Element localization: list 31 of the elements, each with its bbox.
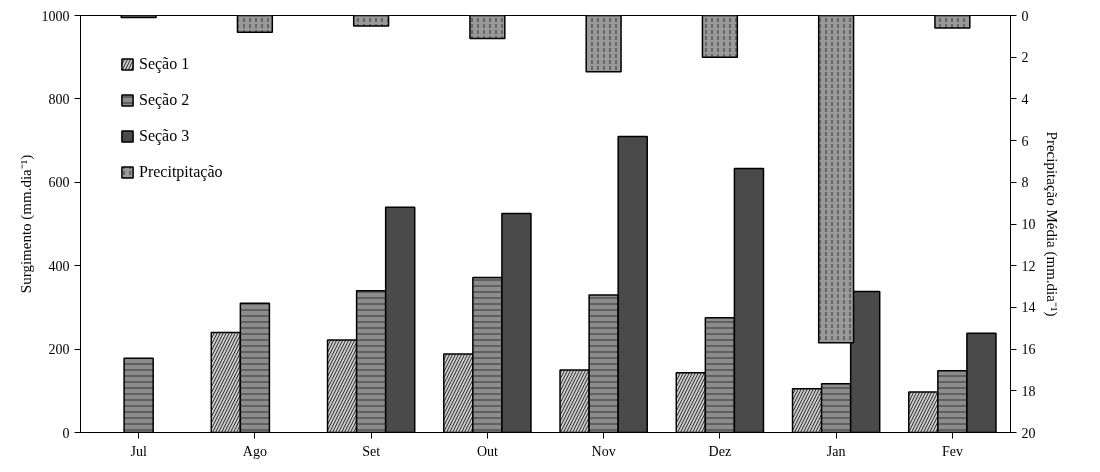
y2-tick-label: 0 bbox=[1021, 8, 1029, 24]
x-tick-label: Nov bbox=[591, 443, 616, 459]
y-tick-label: 800 bbox=[48, 91, 70, 107]
legend-label: Seção 3 bbox=[139, 127, 190, 145]
x-tick-label: Dez bbox=[708, 443, 732, 459]
x-tick-label: Out bbox=[476, 443, 498, 459]
y2-axis-title: Precipitação Média (mm.dia⁻¹) bbox=[1042, 131, 1060, 317]
y2-tick-label: 8 bbox=[1021, 175, 1029, 191]
y2-tick-label: 10 bbox=[1021, 217, 1036, 232]
y-axis-title: Surgimento (mm.dia⁻¹) bbox=[17, 154, 35, 294]
y2-tick-label: 14 bbox=[1021, 300, 1036, 316]
legend-label: Seção 1 bbox=[139, 55, 190, 73]
x-tick-label: Jul bbox=[130, 443, 147, 459]
y-tick-label: 0 bbox=[62, 425, 70, 441]
y-tick-label: 1000 bbox=[41, 8, 70, 24]
y2-tick-label: 20 bbox=[1021, 425, 1036, 441]
legend-label: Seção 2 bbox=[139, 91, 190, 109]
y-tick-label: 200 bbox=[48, 342, 70, 358]
y-tick-label: 400 bbox=[48, 258, 70, 274]
y2-tick-label: 16 bbox=[1021, 342, 1036, 358]
legend-label: Precitpitação bbox=[139, 163, 223, 181]
x-tick-label: Jan bbox=[826, 443, 846, 459]
y2-tick-label: 4 bbox=[1021, 91, 1029, 107]
y2-tick-label: 2 bbox=[1021, 50, 1029, 66]
y2-tick-label: 6 bbox=[1021, 133, 1029, 149]
x-tick-label: Fev bbox=[941, 443, 963, 459]
y-tick-label: 600 bbox=[48, 175, 70, 191]
x-tick-label: Ago bbox=[242, 443, 267, 459]
y2-tick-label: 12 bbox=[1021, 258, 1036, 274]
x-tick-label: Set bbox=[362, 443, 381, 459]
y2-tick-label: 18 bbox=[1021, 383, 1036, 399]
